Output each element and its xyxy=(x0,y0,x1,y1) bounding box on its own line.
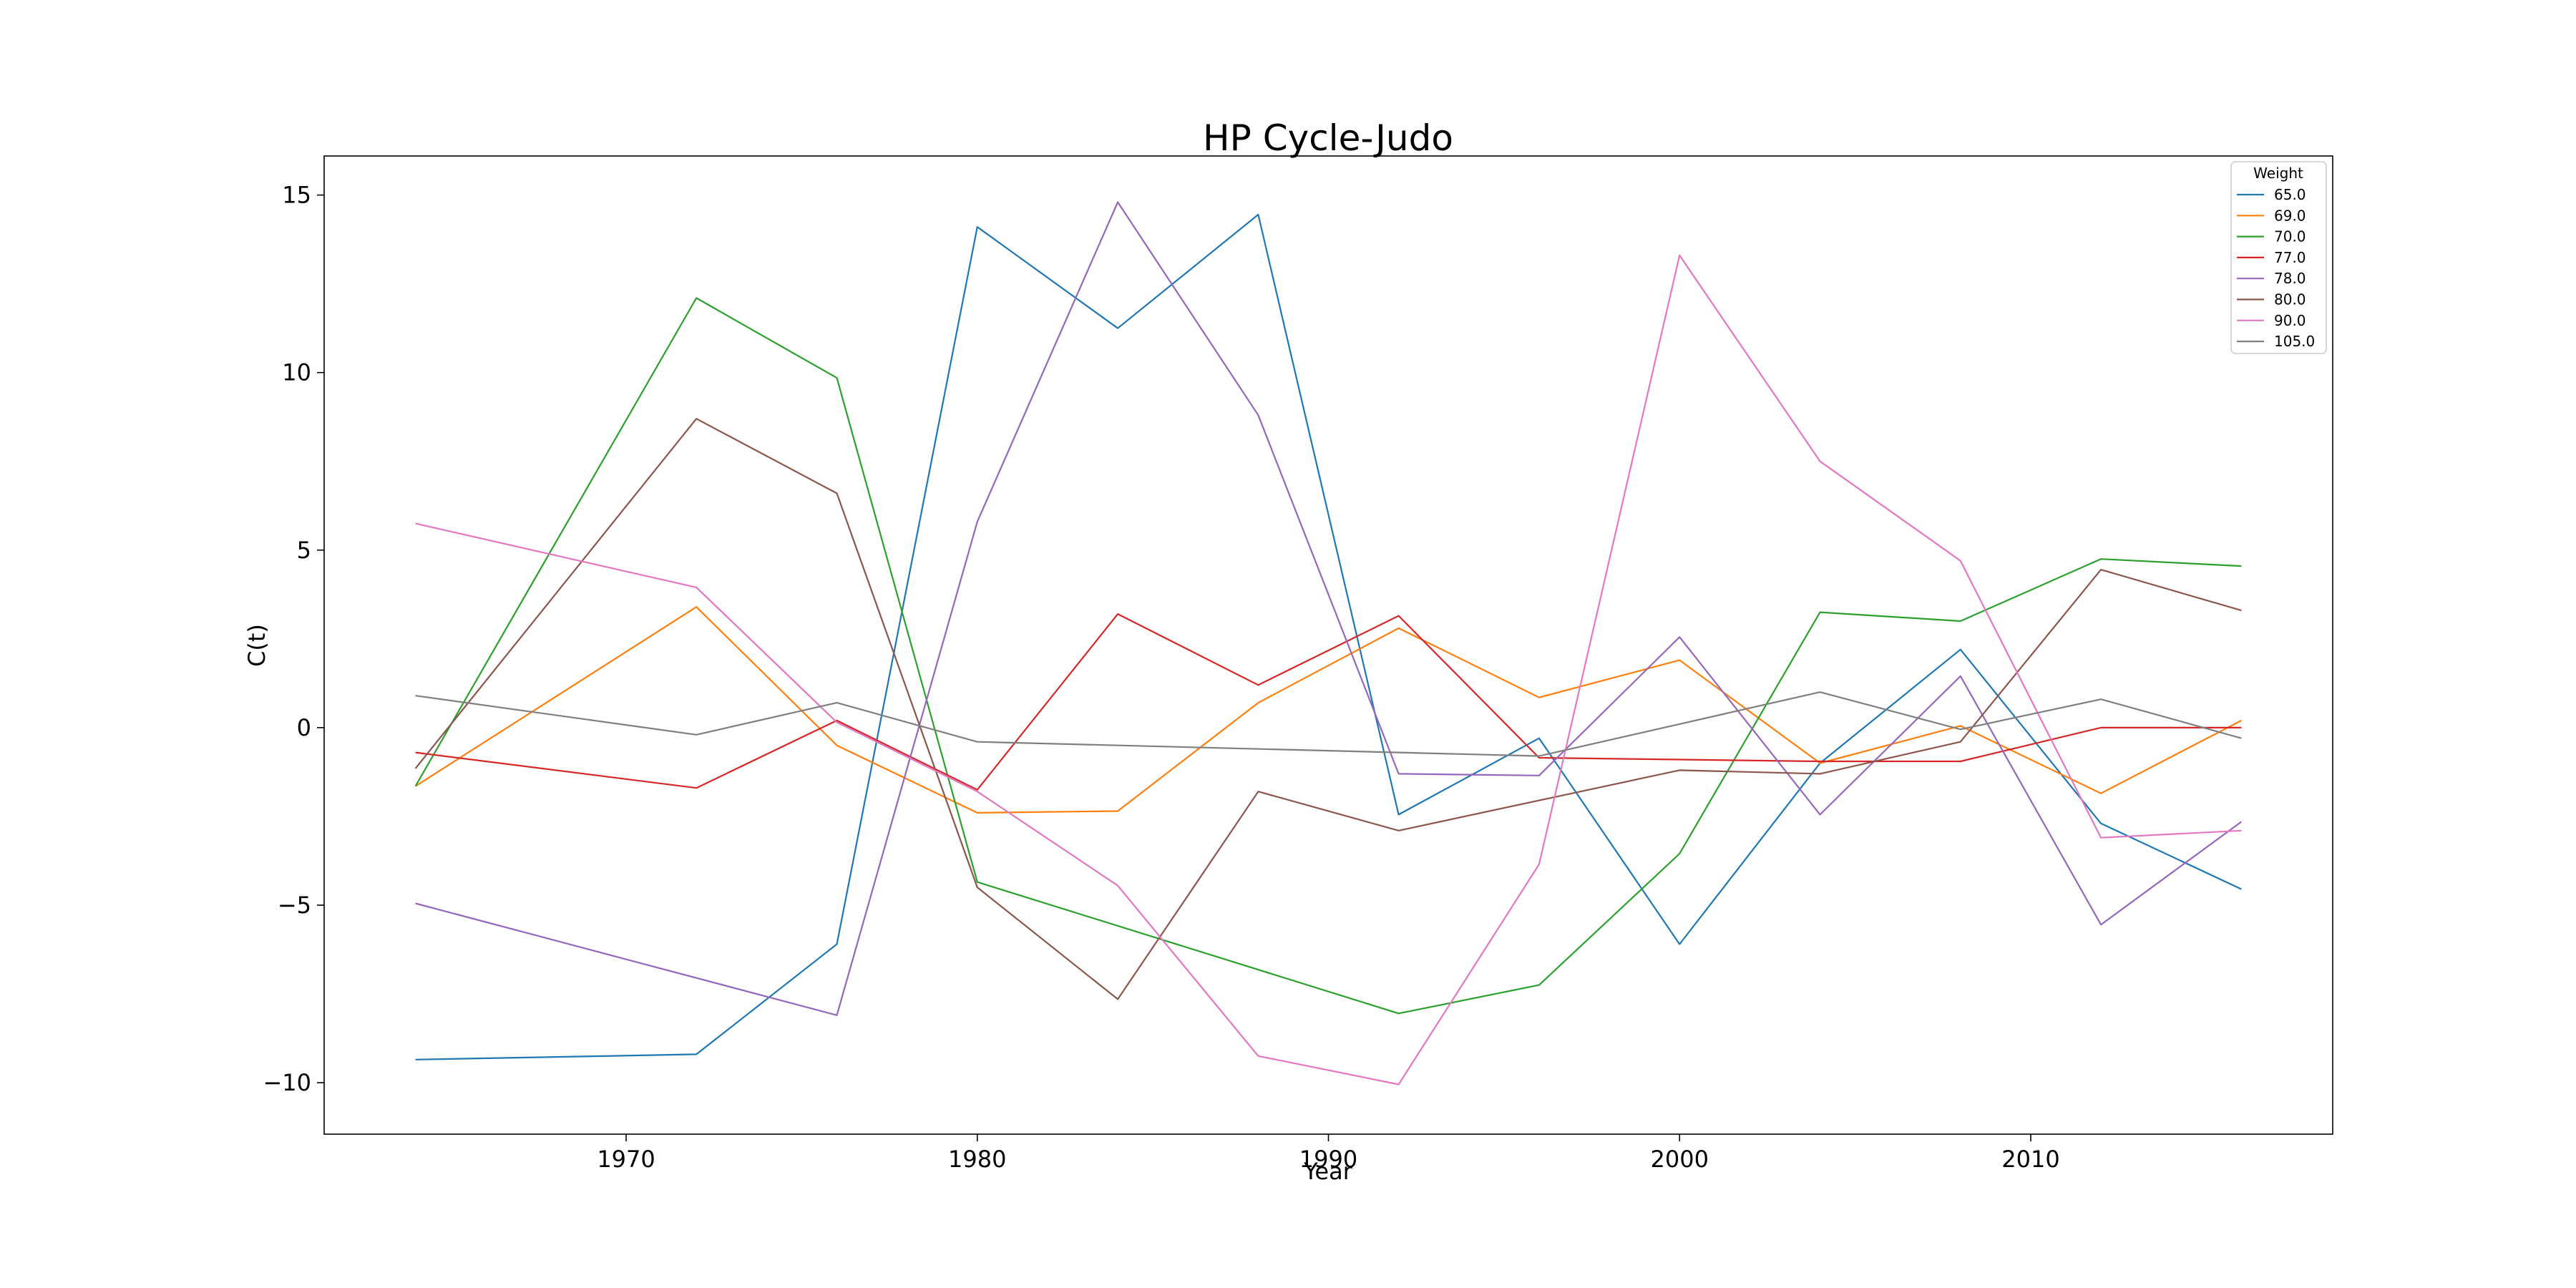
series-line-70-0 xyxy=(414,297,2242,1015)
series-line-65-0 xyxy=(415,213,2242,1060)
legend-item-label: 105.0 xyxy=(2274,333,2315,350)
series-line-78-0 xyxy=(415,201,2243,1016)
legend-item-label: 69.0 xyxy=(2274,207,2306,224)
y-tick-label: 0 xyxy=(297,714,311,741)
legend-box xyxy=(2230,161,2327,354)
legend-item-label: 78.0 xyxy=(2274,270,2306,287)
y-axis: −10 −5 0 5 10 15 xyxy=(263,182,324,1096)
legend-item-label: 80.0 xyxy=(2274,291,2306,308)
y-tick-label: −5 xyxy=(278,892,311,919)
legend-item-label: 70.0 xyxy=(2274,228,2306,245)
x-tick-label: 1990 xyxy=(1299,1146,1357,1173)
x-tick-label: 2000 xyxy=(1651,1146,1709,1173)
x-tick-label: 2010 xyxy=(2001,1146,2059,1173)
legend-item-label: 65.0 xyxy=(2274,186,2306,203)
series-line-105-0 xyxy=(415,691,2242,757)
legend-item-label: 90.0 xyxy=(2274,312,2306,329)
x-tick-label: 1970 xyxy=(597,1146,655,1173)
x-tick-label: 1980 xyxy=(948,1146,1006,1173)
x-axis-label: Year xyxy=(1303,1158,1353,1185)
chart-title: HP Cycle-Judo xyxy=(1203,117,1453,159)
plot-area xyxy=(414,201,2243,1085)
legend-item-label: 77.0 xyxy=(2274,249,2306,266)
series-line-90-0 xyxy=(415,254,2242,1085)
series-line-77-0 xyxy=(415,613,2242,791)
y-tick-label: 10 xyxy=(282,359,311,386)
y-tick-label: 5 xyxy=(297,537,311,564)
series-line-69-0 xyxy=(415,606,2242,814)
legend: Weight 65.0 69.0 70.0 77.0 78.0 80.0 90.0 105.0 xyxy=(2230,161,2327,354)
plot-frame xyxy=(323,155,2333,1135)
y-tick-label: −10 xyxy=(263,1069,311,1096)
series-line-80-0 xyxy=(414,418,2242,1000)
legend-title: Weight xyxy=(2253,165,2303,182)
y-axis-label: C(t) xyxy=(243,624,270,667)
x-axis: 1970 1980 1990 2000 2010 xyxy=(597,1134,2060,1173)
y-tick-label: 15 xyxy=(282,182,311,209)
